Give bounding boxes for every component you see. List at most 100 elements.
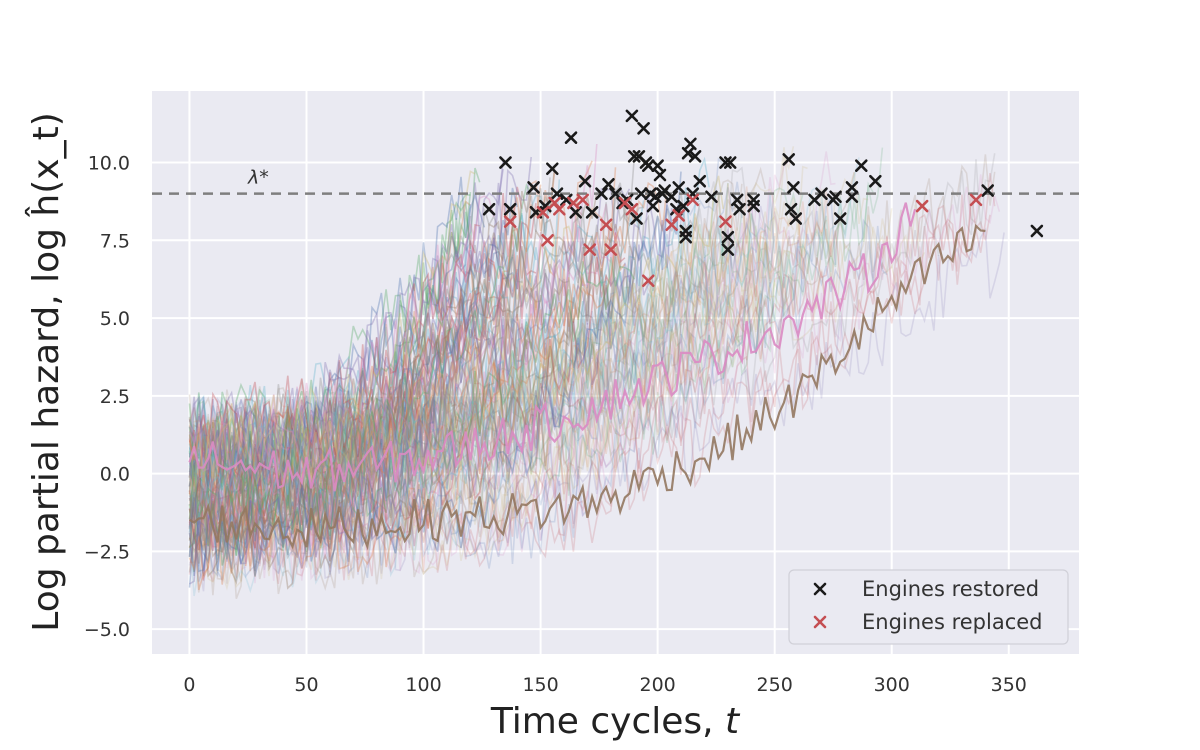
- trajectory-line: [188, 195, 668, 503]
- marker-stroke: [637, 122, 650, 135]
- replaced-marker: [625, 202, 639, 216]
- replaced-marker: [672, 209, 686, 222]
- x-tick-label: 150: [522, 674, 558, 696]
- marker-stroke: [684, 137, 697, 151]
- trajectory-line: [188, 181, 874, 494]
- marker-stroke: [688, 150, 702, 163]
- marker-stroke: [789, 212, 803, 225]
- replaced-marker: [641, 274, 655, 288]
- marker-stroke: [1030, 224, 1044, 238]
- restored-marker: [845, 181, 859, 194]
- marker-stroke: [646, 199, 660, 213]
- trajectory-line: [188, 239, 490, 470]
- trajectory-line: [188, 224, 537, 547]
- marker-stroke: [653, 168, 667, 182]
- replaced-marker: [599, 218, 613, 232]
- restored-marker: [733, 202, 746, 216]
- marker-stroke: [813, 582, 827, 596]
- x-axis-title: Time cycles, t: [490, 701, 741, 742]
- marker-stroke: [634, 187, 648, 200]
- restored-marker: [719, 156, 732, 169]
- marker-stroke: [503, 202, 517, 216]
- marker-stroke: [550, 187, 564, 200]
- highlighted-trajectory-line: [188, 202, 917, 492]
- x-tick-label: 300: [874, 674, 910, 696]
- restored-marker: [782, 153, 796, 166]
- restored-marker: [854, 159, 868, 172]
- highlighted-trajectories: [188, 202, 986, 551]
- trajectory-line: [188, 184, 542, 581]
- marker-stroke: [632, 150, 646, 163]
- restored-marker: [625, 109, 639, 123]
- trajectory-line: [188, 195, 837, 582]
- trajectory-line: [188, 183, 532, 542]
- marker-stroke: [503, 215, 517, 228]
- marker-stroke: [915, 199, 929, 213]
- trajectory-line: [188, 204, 767, 479]
- restored-marker: [482, 202, 496, 216]
- trajectory-line: [188, 232, 589, 544]
- restored-marker: [1030, 224, 1044, 238]
- trajectory-line: [188, 161, 790, 512]
- trajectory-line: [188, 227, 1005, 592]
- marker-stroke: [641, 159, 655, 172]
- x-axis-ticks: 0 50 100 150 200 250 300 350: [183, 674, 1026, 696]
- marker-stroke: [869, 174, 882, 188]
- marker-stroke: [595, 187, 608, 200]
- marker-stroke: [545, 162, 559, 176]
- legend-marker-0: [813, 582, 827, 596]
- marker-stroke: [630, 212, 643, 225]
- marker-stroke: [536, 206, 550, 219]
- marker-stroke: [618, 196, 632, 210]
- y-tick-label: 10.0: [88, 153, 130, 175]
- marker-stroke: [578, 174, 592, 188]
- trajectory-line: [188, 182, 729, 479]
- trajectory-line: [188, 192, 472, 494]
- marker-stroke: [641, 274, 655, 288]
- trajectory-line: [188, 240, 584, 471]
- marker-stroke: [686, 193, 700, 207]
- replaced-marker: [553, 202, 566, 216]
- restored-marker: [637, 122, 650, 135]
- trajectory-line: [188, 187, 804, 531]
- marker-stroke: [609, 187, 622, 200]
- trajectory-line: [189, 194, 551, 501]
- trajectory-line: [188, 194, 776, 507]
- marker-stroke: [784, 202, 798, 216]
- trajectory-line: [188, 192, 701, 476]
- trajectory-line: [188, 154, 996, 462]
- restored-marker: [545, 162, 559, 176]
- trajectory-line: [188, 223, 480, 530]
- marker-stroke: [782, 153, 796, 166]
- marker-stroke: [604, 243, 618, 256]
- restored-marker: [538, 199, 552, 213]
- restored-marker: [653, 168, 667, 182]
- restored-marker: [609, 187, 622, 200]
- trajectory-line: [188, 186, 757, 489]
- replaced-marker: [536, 206, 550, 219]
- y-tick-label: 5.0: [100, 308, 130, 330]
- x-tick-label: 50: [294, 674, 318, 696]
- trajectory-line: [188, 157, 729, 583]
- trajectory-line: [188, 184, 631, 527]
- trajectory-line: [188, 204, 926, 533]
- restored-marker: [869, 174, 882, 188]
- trajectory-line: [188, 231, 556, 473]
- restored-marker: [627, 150, 641, 163]
- marker-stroke: [723, 156, 737, 169]
- y-axis-title-text: Log partial hazard, log ĥ(x_t): [25, 112, 67, 631]
- marker-stroke: [981, 184, 995, 197]
- trajectory-line: [188, 222, 523, 588]
- y-tick-label: 7.5: [100, 230, 130, 252]
- marker-stroke: [560, 193, 573, 207]
- replaced-marker: [583, 243, 597, 256]
- y-tick-label: 0.0: [100, 464, 130, 486]
- background-trajectories: [188, 143, 1005, 599]
- marker-stroke: [721, 243, 735, 256]
- restored-marker: [789, 212, 803, 225]
- replaced-marker: [604, 243, 618, 256]
- marker-stroke: [747, 199, 760, 213]
- trajectory-line: [188, 143, 598, 555]
- marker-stroke: [677, 199, 690, 213]
